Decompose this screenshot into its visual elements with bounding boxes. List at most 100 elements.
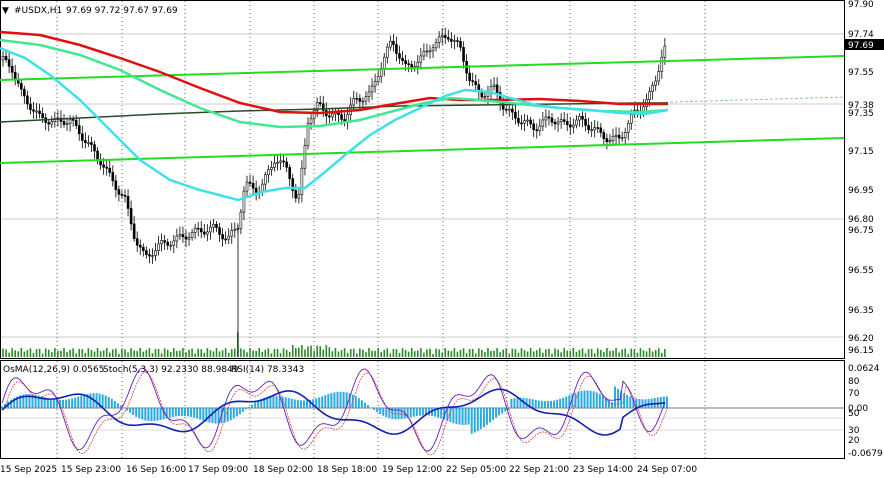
candle [578,113,581,127]
candle-body [480,91,484,98]
candle [7,51,11,74]
indicator-tick: -0.0679 [848,449,883,459]
candle-body [13,71,17,80]
candle [148,248,151,264]
candle-body [328,115,331,118]
volume-bar [72,348,74,357]
volume-bar [603,351,605,357]
candle [507,104,511,117]
price-tick: 97.55 [848,68,874,78]
candle [660,49,664,79]
candle [81,125,84,149]
indicator-tick: 30 [848,426,860,436]
candle-body [148,254,151,257]
volume-bar [548,348,550,357]
volume-bar [41,353,44,357]
volume-bar [108,352,111,357]
candle-body [517,117,520,124]
volume-bar [343,348,346,357]
candle [196,221,200,237]
time-label: 18 Sep 18:00 [317,465,377,475]
current-price-label: 97.69 [848,41,874,51]
ma-red-line [0,30,668,115]
main-plot-area[interactable] [0,0,845,359]
indicator-axis: 0.0624 80 70 0.00 50 30 20 -0.0679 [848,364,883,459]
collapse-arrow-icon[interactable]: ▼ [2,6,9,16]
candle-body [468,72,471,81]
candle [596,121,600,134]
volume-bar [654,350,657,357]
osma-bar [19,395,22,408]
volume-bar [578,349,581,357]
volume-bar [362,349,364,357]
candle [300,160,304,203]
osma-bar [473,408,476,433]
candle [373,73,377,93]
volume-bar [395,349,398,357]
osma-bar [644,399,647,408]
candle-body [50,121,54,125]
osma-bar [260,398,263,408]
candle-body [395,44,398,54]
volume-bar [224,348,227,357]
volume-bar [240,348,242,357]
volume-bar [307,346,309,357]
volume-bar [298,347,300,357]
candle [273,155,276,172]
volume-bar [401,348,404,357]
candle-body [224,238,227,241]
candle [611,128,615,147]
candle-body [300,167,304,195]
candle [163,234,166,250]
candle [263,171,267,191]
candle [544,109,548,128]
osma-bar [104,395,107,408]
candle-body [504,108,508,111]
osma-bar [510,398,513,408]
volume-bar [563,348,565,357]
candle-body [587,125,590,131]
volume-bar [606,348,608,357]
volume-bar [584,353,587,357]
time-label: 22 Sep 21:00 [509,465,569,475]
candle-body [120,194,124,196]
volume-bar [139,348,142,357]
osma-bar [248,406,251,408]
volume-bar [371,350,373,357]
osma-bar [98,393,101,408]
horizontal-levels [1,33,844,431]
volume-bar [218,351,221,357]
price-axis[interactable]: 97.90 97.74 97.69 97.55 97.38 97.35 97.1… [845,0,884,356]
candle-body [309,118,313,124]
candle-body [26,95,29,105]
volume-bar [545,349,547,357]
volume-bar [185,352,187,357]
volume-bar [69,349,71,357]
candle [267,164,270,183]
volume-bar [325,345,328,357]
osma-bar [589,390,592,408]
osma-bar [354,396,357,408]
candle [29,97,32,115]
candle-body [590,129,593,131]
osma-bar [571,393,574,408]
volume-bar [575,351,578,357]
osma-bar [607,399,610,408]
candle-body [507,108,511,111]
osma-bar [101,394,104,408]
volume-bar [554,348,556,357]
volume-bar [352,348,355,357]
osma-bar [534,399,537,408]
time-axis[interactable]: 15 Sep 2025 15 Sep 23:00 16 Sep 16:00 17… [0,465,697,475]
osma-bar [458,408,461,425]
osma-bar [635,398,638,408]
osma-bar [65,399,68,408]
volume-bar [54,348,56,357]
candle [215,220,218,232]
volume-bar [127,352,129,357]
osma-bar [184,408,186,416]
candle [514,104,517,125]
price-tick: 97.15 [848,147,874,157]
